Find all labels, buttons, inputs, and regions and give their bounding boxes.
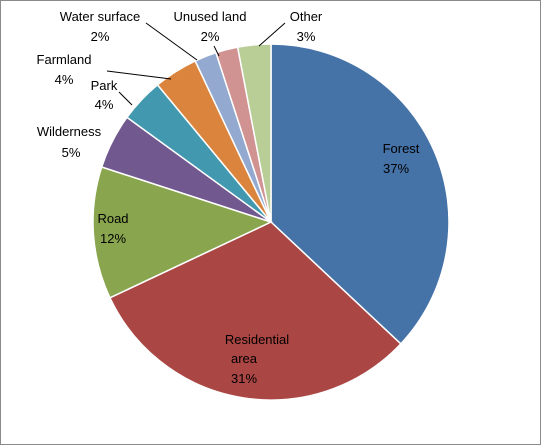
slice-percent-unused-land: 2%: [201, 29, 220, 44]
leader-line-water-surface: [145, 22, 198, 61]
pie-slice-other: [236, 43, 272, 223]
slice-label-water-surface: Water surface: [60, 9, 140, 24]
slice-label-residential-area: Residential: [225, 332, 289, 347]
pie-slices: [92, 43, 450, 401]
slice-percent-road: 12%: [100, 231, 126, 246]
slice-label-forest: Forest: [383, 141, 420, 156]
leader-lines: [106, 22, 286, 106]
pie-slice-forest: [270, 43, 450, 345]
slice-percent-park: 4%: [95, 97, 114, 112]
slice-label-road: Road: [97, 211, 128, 226]
leader-line-unused-land: [213, 45, 220, 57]
leader-line-other: [258, 22, 286, 47]
slice-percent-other: 3%: [297, 29, 316, 44]
slice-label-wilderness: Wilderness: [37, 124, 102, 139]
slice-label-park: Park: [91, 78, 118, 93]
slice-percent-wilderness: 5%: [62, 145, 81, 160]
slice-label-unused-land: Unused land: [174, 9, 247, 24]
slice-label-residential-area: area: [231, 351, 258, 366]
pie-slice-road: [92, 166, 274, 299]
slice-label-other: Other: [290, 9, 323, 24]
slice-percent-farmland: 4%: [55, 72, 74, 87]
slice-percent-forest: 37%: [383, 161, 409, 176]
slice-percent-water-surface: 2%: [91, 29, 110, 44]
slice-label-farmland: Farmland: [37, 52, 92, 67]
leader-line-farmland: [106, 70, 172, 80]
leader-line-park: [118, 91, 133, 106]
pie-slice-residential-area: [108, 221, 402, 401]
slice-percent-residential-area: 31%: [231, 371, 257, 386]
slice-labels: Forest 37% Residential area 31% Road 12% Wilder…: [37, 9, 420, 386]
